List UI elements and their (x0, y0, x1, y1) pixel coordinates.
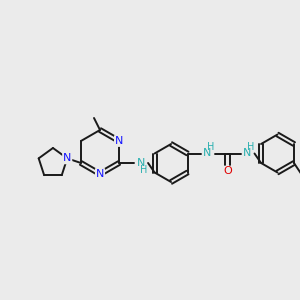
Text: N: N (137, 158, 145, 168)
Text: H: H (207, 142, 214, 152)
Text: N: N (63, 153, 71, 164)
Text: O: O (223, 167, 232, 176)
Text: N: N (96, 169, 104, 179)
Text: H: H (140, 165, 148, 175)
Text: N: N (243, 148, 252, 158)
Text: N: N (115, 136, 123, 146)
Text: N: N (203, 148, 212, 158)
Text: H: H (247, 142, 254, 152)
